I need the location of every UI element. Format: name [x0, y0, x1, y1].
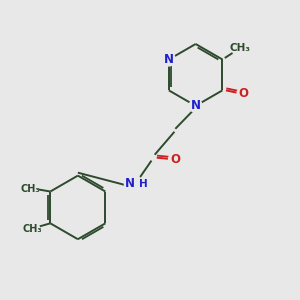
Circle shape: [169, 153, 182, 166]
Circle shape: [232, 40, 248, 56]
Text: CH₃: CH₃: [20, 184, 40, 194]
Text: O: O: [170, 153, 180, 166]
Text: O: O: [238, 87, 249, 100]
Circle shape: [124, 175, 142, 192]
Text: CH₃: CH₃: [230, 43, 250, 53]
Text: N: N: [124, 177, 134, 190]
Circle shape: [189, 99, 202, 112]
Text: N: N: [164, 53, 174, 66]
Circle shape: [162, 53, 175, 66]
Circle shape: [24, 221, 40, 237]
Circle shape: [237, 87, 250, 100]
Circle shape: [22, 181, 38, 196]
Text: H: H: [139, 178, 147, 189]
Text: N: N: [190, 99, 201, 112]
Text: CH₃: CH₃: [22, 224, 42, 234]
